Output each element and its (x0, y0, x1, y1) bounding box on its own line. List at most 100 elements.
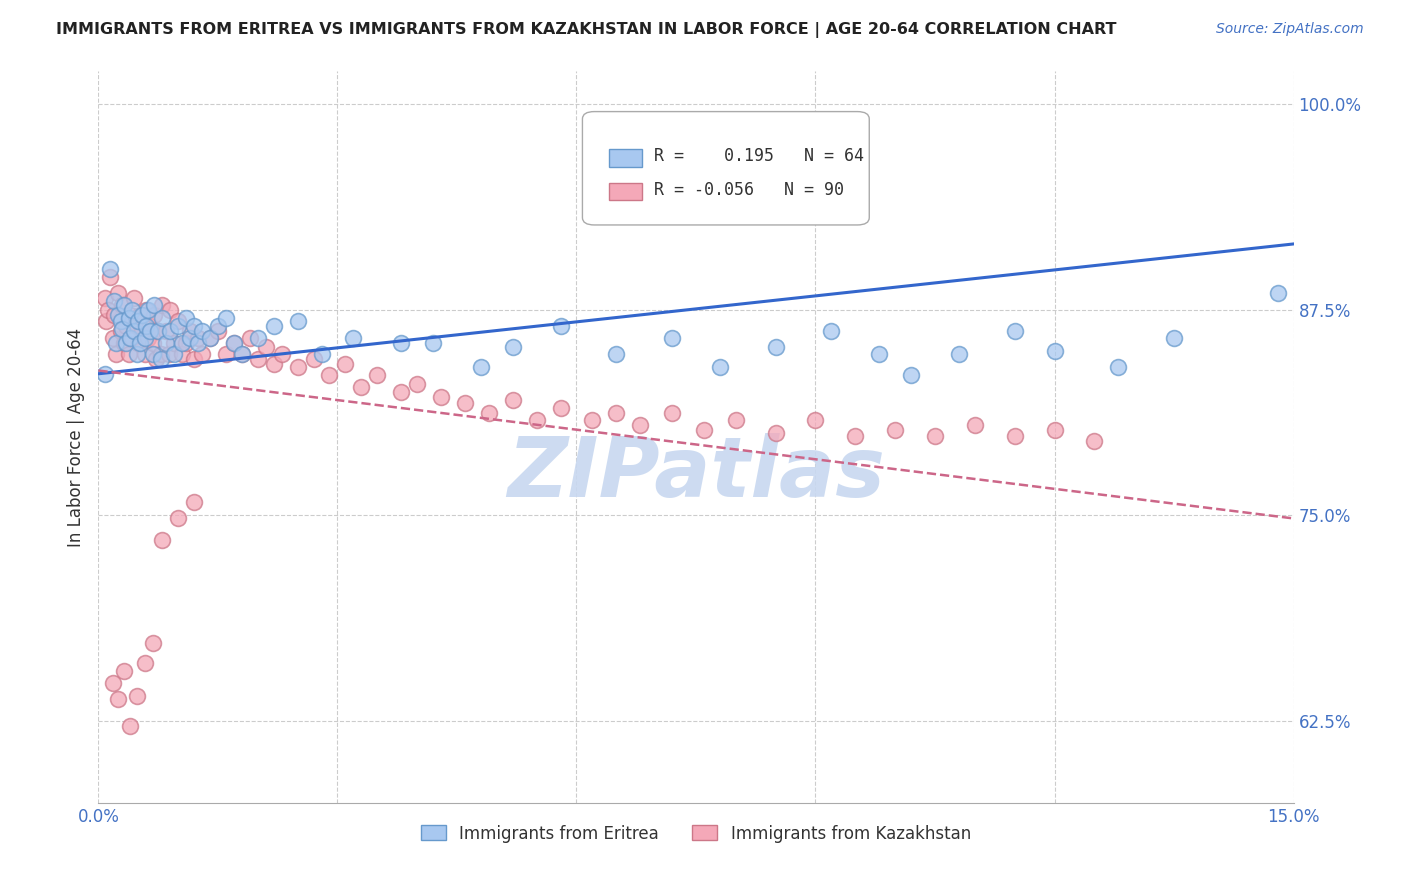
Point (104, 335, 127, 350)
Point (112, 335, 135, 350)
Point (142, 347, 165, 361)
Point (172, 347, 194, 361)
Point (135, 319, 157, 334)
Point (693, 423, 716, 437)
Point (167, 319, 190, 334)
Point (948, 347, 970, 361)
Point (107, 692, 129, 706)
Point (121, 302, 143, 317)
Point (335, 357, 357, 371)
Point (661, 406, 683, 420)
Point (159, 302, 181, 317)
Point (136, 331, 159, 345)
Point (311, 347, 333, 361)
Point (167, 511, 190, 525)
Point (804, 413, 827, 427)
Point (454, 396, 477, 410)
Point (1107, 360, 1129, 375)
Point (179, 331, 201, 345)
Point (134, 331, 156, 345)
Point (526, 413, 548, 427)
Point (128, 308, 150, 322)
Point (135, 302, 157, 317)
Point (287, 314, 309, 328)
Point (350, 380, 373, 394)
Y-axis label: In Labor Force | Age 20-64: In Labor Force | Age 20-64 (66, 327, 84, 547)
Point (110, 314, 132, 328)
Point (187, 331, 209, 345)
Point (628, 417, 651, 432)
Point (118, 310, 141, 325)
Text: ZIPatlas: ZIPatlas (508, 434, 884, 514)
Point (150, 298, 173, 312)
Point (605, 406, 627, 420)
Point (134, 347, 156, 361)
Point (302, 351, 325, 366)
Point (136, 302, 159, 317)
Point (231, 347, 253, 361)
Text: Source: ZipAtlas.com: Source: ZipAtlas.com (1216, 22, 1364, 37)
Point (94, 291, 117, 305)
Text: R = -0.056   N = 90: R = -0.056 N = 90 (654, 181, 844, 199)
Point (96, 314, 118, 328)
Point (246, 351, 269, 366)
Point (174, 335, 197, 350)
Point (139, 324, 162, 338)
Point (112, 665, 135, 679)
Point (172, 335, 194, 350)
Point (111, 322, 134, 336)
Point (120, 308, 142, 322)
Point (389, 384, 412, 399)
Point (150, 310, 173, 325)
Point (239, 331, 262, 345)
Point (110, 324, 132, 338)
Point (183, 495, 205, 509)
FancyBboxPatch shape (609, 183, 643, 200)
Point (246, 331, 269, 345)
Point (125, 347, 148, 361)
Point (191, 347, 214, 361)
Point (222, 335, 245, 350)
Point (270, 347, 292, 361)
Point (104, 347, 127, 361)
Point (724, 413, 747, 427)
Point (97, 302, 120, 317)
Point (844, 429, 866, 443)
Point (187, 335, 209, 350)
Point (478, 406, 501, 420)
Point (125, 319, 148, 334)
Point (121, 331, 143, 345)
Text: IMMIGRANTS FROM ERITREA VS IMMIGRANTS FROM KAZAKHSTAN IN LABOR FORCE | AGE 20-64: IMMIGRANTS FROM ERITREA VS IMMIGRANTS FR… (56, 22, 1116, 38)
Point (127, 335, 149, 350)
Point (134, 656, 156, 670)
Point (1004, 324, 1026, 338)
Point (120, 331, 142, 345)
Point (207, 319, 229, 334)
Point (127, 314, 149, 328)
Point (103, 308, 125, 322)
Point (120, 718, 142, 732)
Point (101, 331, 124, 345)
Point (366, 368, 388, 383)
Point (263, 357, 285, 371)
Point (342, 331, 364, 345)
FancyBboxPatch shape (582, 112, 869, 225)
Point (661, 331, 683, 345)
Point (112, 298, 135, 312)
Point (231, 347, 253, 361)
Point (157, 347, 180, 361)
Point (765, 341, 787, 355)
Point (148, 324, 170, 338)
Point (430, 390, 453, 404)
Point (198, 331, 221, 345)
Point (709, 360, 731, 375)
Point (550, 401, 572, 416)
Point (820, 324, 842, 338)
Point (139, 319, 162, 334)
Point (605, 347, 627, 361)
Point (183, 351, 205, 366)
Point (131, 308, 153, 322)
Point (155, 324, 177, 338)
Point (149, 347, 172, 361)
Point (868, 347, 890, 361)
